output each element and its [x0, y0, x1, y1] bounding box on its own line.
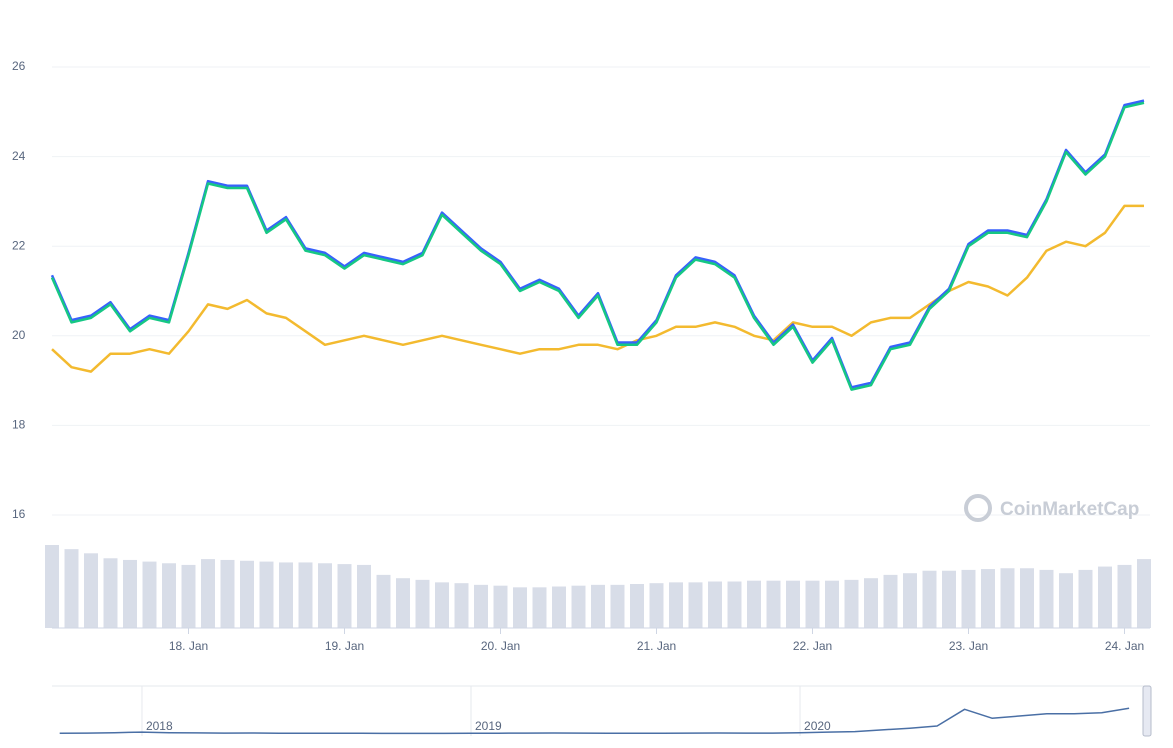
volume-bar — [279, 562, 293, 628]
volume-bar — [630, 584, 644, 628]
navigator-line — [59, 707, 1130, 735]
navigator-label: 2020 — [804, 719, 831, 733]
volume-bar — [864, 578, 878, 628]
price-line — [50, 101, 1145, 391]
price-line — [51, 204, 1144, 373]
volume-bar — [259, 561, 274, 628]
y-tick-label: 26 — [12, 59, 26, 73]
x-tick-label: 22. Jan — [793, 639, 832, 653]
volume-bar — [142, 561, 157, 628]
watermark-text: CoinMarketCap — [1000, 499, 1139, 520]
volume-bar — [123, 559, 137, 628]
x-tick-label: 18. Jan — [169, 639, 208, 653]
volume-bar — [474, 584, 488, 628]
volume-bar — [591, 584, 605, 628]
volume-bar — [201, 559, 215, 628]
x-tick-label: 21. Jan — [637, 639, 676, 653]
volume-bar — [220, 559, 235, 628]
volume-bar — [903, 573, 917, 628]
x-tick-label: 24. Jan — [1105, 639, 1144, 653]
y-tick-label: 24 — [12, 149, 26, 163]
volume-bar — [1039, 569, 1054, 628]
volume-bar — [727, 581, 742, 628]
volume-bar — [922, 570, 937, 628]
volume-bar — [435, 582, 449, 628]
volume-bar — [1137, 559, 1151, 628]
volume-bar — [181, 564, 196, 628]
volume-bar — [1117, 564, 1132, 628]
volume-bar — [396, 578, 410, 628]
volume-bar — [318, 563, 332, 628]
volume-bar — [825, 580, 839, 628]
volume-bar — [610, 584, 625, 628]
x-tick-label: 23. Jan — [949, 639, 988, 653]
watermark: CoinMarketCap — [964, 494, 1139, 522]
volume-bar — [493, 585, 508, 628]
volume-bar — [708, 581, 722, 628]
volume-bar — [961, 569, 976, 628]
volume-bar — [981, 569, 995, 628]
y-tick-label: 22 — [12, 238, 26, 252]
y-tick-label: 18 — [12, 418, 26, 432]
x-tick-label: 20. Jan — [481, 639, 520, 653]
volume-bar — [649, 583, 664, 628]
volume-bar — [766, 580, 781, 628]
volume-bar — [883, 574, 898, 628]
volume-bar — [669, 582, 683, 628]
volume-bar — [298, 562, 313, 628]
volume-bar — [357, 564, 371, 628]
volume-bar — [337, 564, 352, 628]
volume-bar — [688, 582, 703, 628]
volume-bar — [805, 580, 820, 628]
volume-bar — [103, 558, 118, 628]
volume-bar — [84, 553, 98, 628]
navigator-label: 2018 — [146, 719, 173, 733]
volume-bar — [552, 586, 566, 628]
x-tick-label: 19. Jan — [325, 639, 364, 653]
y-tick-label: 20 — [12, 328, 26, 342]
volume-bar — [1078, 569, 1093, 628]
volume-bar — [240, 560, 254, 628]
volume-bar — [1020, 568, 1034, 628]
navigator-handle[interactable] — [1142, 685, 1152, 737]
volume-bar — [162, 563, 176, 628]
volume-bar — [1059, 573, 1073, 628]
volume-bar — [454, 583, 469, 628]
volume-bar — [45, 545, 59, 628]
volume-bar — [532, 587, 547, 628]
y-tick-label: 16 — [12, 507, 26, 521]
volume-bar — [571, 585, 586, 628]
volume-bar — [942, 570, 956, 628]
navigator-label: 2019 — [475, 719, 502, 733]
volume-bar — [1098, 566, 1112, 628]
volume-bar — [513, 587, 527, 628]
volume-bar — [844, 579, 859, 628]
volume-bar — [786, 580, 800, 628]
volume-bar — [64, 549, 79, 628]
volume-bar — [747, 580, 761, 628]
watermark-logo — [964, 494, 992, 522]
volume-bar — [376, 574, 391, 628]
volume-bar — [415, 579, 430, 628]
volume-bar — [1000, 568, 1015, 628]
